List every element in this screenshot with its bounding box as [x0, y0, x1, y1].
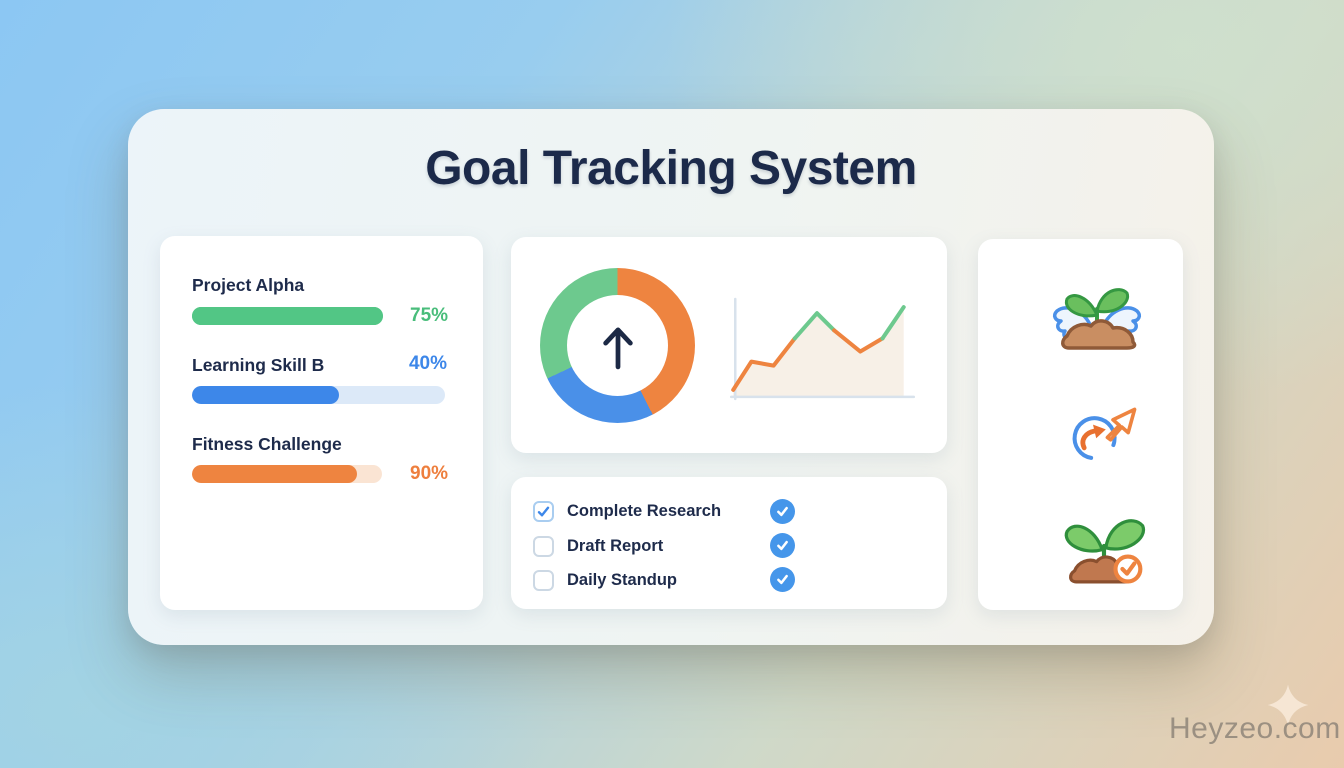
dashboard-panel: Goal Tracking System Project Alpha 75% L… — [128, 109, 1214, 645]
task-row: Daily Standup — [533, 567, 677, 593]
sparkle-icon — [1267, 684, 1309, 726]
watermark: Heyzeo.com — [1169, 712, 1341, 745]
growth-arrows-icon — [1072, 407, 1137, 461]
checkbox-daily-standup[interactable] — [533, 569, 554, 591]
progress-bar-project-alpha — [192, 307, 383, 325]
task-status-check-badge[interactable] — [770, 567, 795, 592]
progress-bar-fill — [192, 386, 339, 404]
goal-percent-project-alpha: 75% — [410, 305, 449, 326]
progress-bar-fill — [192, 465, 358, 483]
goal-label-fitness-challenge: Fitness Challenge — [192, 434, 342, 454]
task-label: Daily Standup — [567, 570, 678, 589]
check-icon — [777, 540, 788, 551]
goal-label-project-alpha: Project Alpha — [192, 275, 305, 295]
task-row: Complete Research — [533, 498, 721, 524]
task-label: Complete Research — [567, 501, 722, 520]
check-icon — [777, 506, 788, 517]
illustrations-card — [978, 239, 1183, 610]
task-status-check-badge[interactable] — [770, 499, 795, 524]
donut-chart — [540, 268, 695, 423]
check-icon — [777, 574, 788, 585]
progress-bar-learning-skill-b — [192, 386, 445, 404]
charts-card — [511, 237, 947, 453]
task-label: Draft Report — [567, 536, 664, 555]
progress-bar-fill — [192, 307, 383, 325]
checklist-card: Complete Research Draft Report Daily Sta… — [511, 477, 947, 609]
winged-sprout-icon — [1053, 288, 1141, 350]
goal-percent-learning-skill-b: 40% — [408, 353, 447, 374]
donut-hole — [567, 295, 668, 396]
check-icon — [537, 506, 550, 516]
sprout-with-check-icon — [1064, 519, 1146, 584]
task-row: Draft Report — [533, 533, 663, 559]
line-chart — [729, 297, 916, 401]
goal-label-learning-skill-b: Learning Skill B — [192, 355, 325, 375]
page-title: Goal Tracking System — [425, 142, 917, 195]
goals-card: Project Alpha 75% Learning Skill B 40% F… — [160, 236, 483, 610]
checkbox-complete-research[interactable] — [533, 500, 554, 522]
up-arrow-icon — [602, 326, 633, 369]
progress-bar-fitness-challenge — [192, 465, 382, 483]
task-status-check-badge[interactable] — [770, 533, 795, 558]
checkbox-draft-report[interactable] — [533, 535, 554, 557]
goal-percent-fitness-challenge: 90% — [410, 463, 449, 484]
